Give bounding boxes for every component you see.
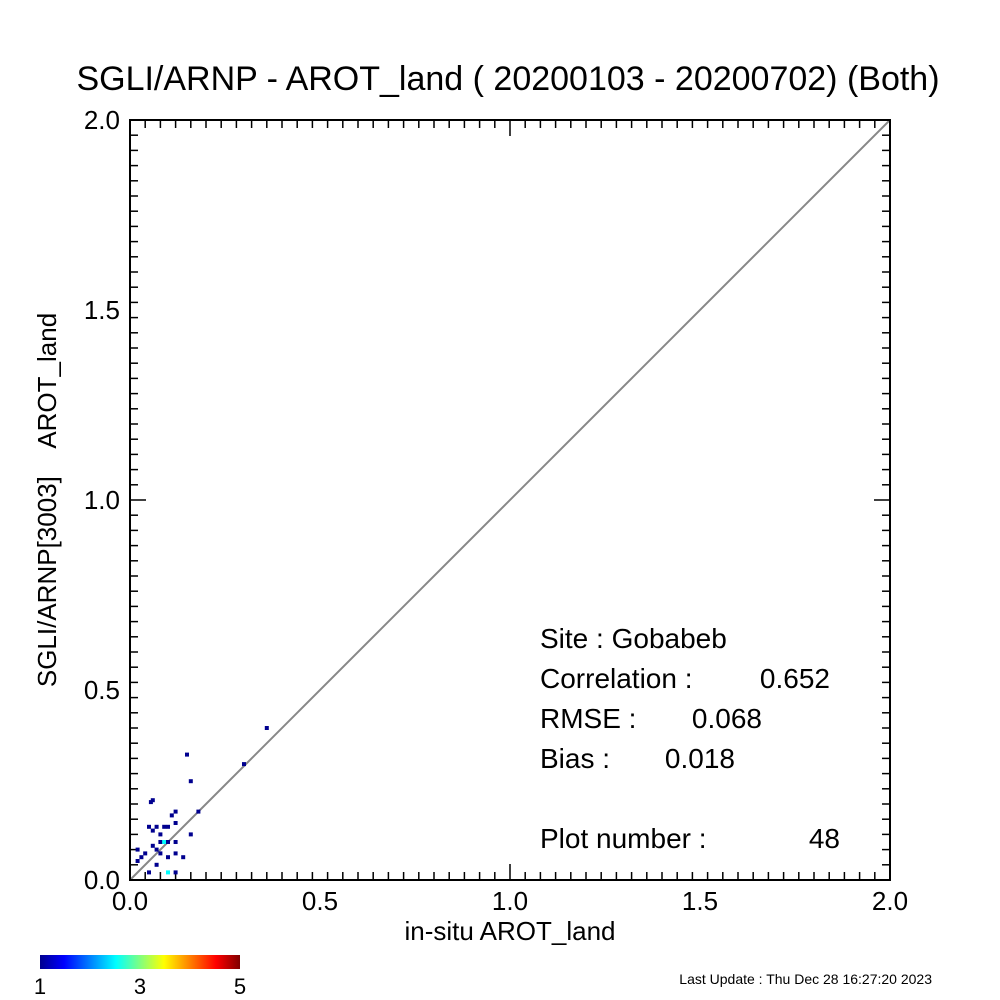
y-tick-label: 1.5 [84,295,120,325]
x-tick-label: 2.0 [872,886,908,916]
data-point [173,840,178,844]
data-point [150,843,155,848]
correlation-label: Correlation : [540,663,693,694]
plot-frame [129,119,891,881]
data-point [188,832,193,837]
data-point [264,726,269,730]
color-bar-mid-label: 3 [134,974,146,999]
data-point [173,870,178,875]
stats-panel: Site : Gobabeb Correlation : 0.652 RMSE … [540,623,840,854]
x-tick-label: 1.5 [682,886,718,916]
y-tick-label: 0.5 [84,675,120,705]
plot-number-label: Plot number : [540,823,707,854]
last-update-text: Last Update : Thu Dec 28 16:27:20 2023 [679,971,932,987]
data-point [154,824,159,829]
data-point [154,862,159,867]
y-axis-label: SGLI/ARNP[3003] AROT_land [32,313,62,687]
data-point [135,847,140,852]
y-tick-label: 1.0 [84,485,120,515]
rmse-value: 0.068 [692,703,762,734]
data-point [196,809,201,814]
x-axis-label: in-situ AROT_land [405,916,616,946]
data-point [242,762,246,767]
rmse-label: RMSE : [540,703,636,734]
x-tick-label: 0.0 [112,886,148,916]
x-tick-label: 1.0 [492,886,528,916]
site-label: Site : Gobabeb [540,623,727,654]
scatter-points [135,726,269,875]
data-point [147,870,151,875]
data-point [162,840,167,844]
chart-title: SGLI/ARNP - AROT_land ( 20200103 - 20200… [76,60,939,98]
data-point [135,859,140,863]
data-point [173,809,178,814]
data-point [150,828,155,833]
data-point [173,851,178,856]
bias-value: 0.018 [665,743,735,774]
data-point [166,855,170,860]
data-point [150,798,155,803]
data-point [158,832,163,837]
data-point [143,851,148,856]
one-to-one-line [129,119,891,881]
color-bar-max-label: 5 [234,974,246,999]
data-point [158,840,163,844]
data-point [166,824,170,829]
bias-label: Bias : [540,743,610,774]
x-tick-label: 0.5 [302,886,338,916]
y-tick-label: 0.0 [84,865,120,895]
data-point [173,821,178,825]
data-point [188,779,193,784]
axis-tick-labels: 0.0 0.5 1.0 1.5 2.0 0.0 0.5 1.0 1.5 2.0 [84,105,908,916]
data-point [147,824,151,829]
data-point [169,813,174,818]
color-bar-min-label: 1 [34,974,46,999]
data-point [158,851,163,856]
data-point [166,870,170,875]
plot-number-value: 48 [809,823,840,854]
data-point [162,824,167,829]
color-bar [40,955,240,969]
y-tick-label: 2.0 [84,105,120,135]
axis-ticks [129,119,891,881]
data-point [166,840,170,844]
data-point [185,752,189,757]
data-point [139,855,144,860]
data-point [181,855,186,860]
data-point [154,847,159,852]
correlation-value: 0.652 [760,663,830,694]
